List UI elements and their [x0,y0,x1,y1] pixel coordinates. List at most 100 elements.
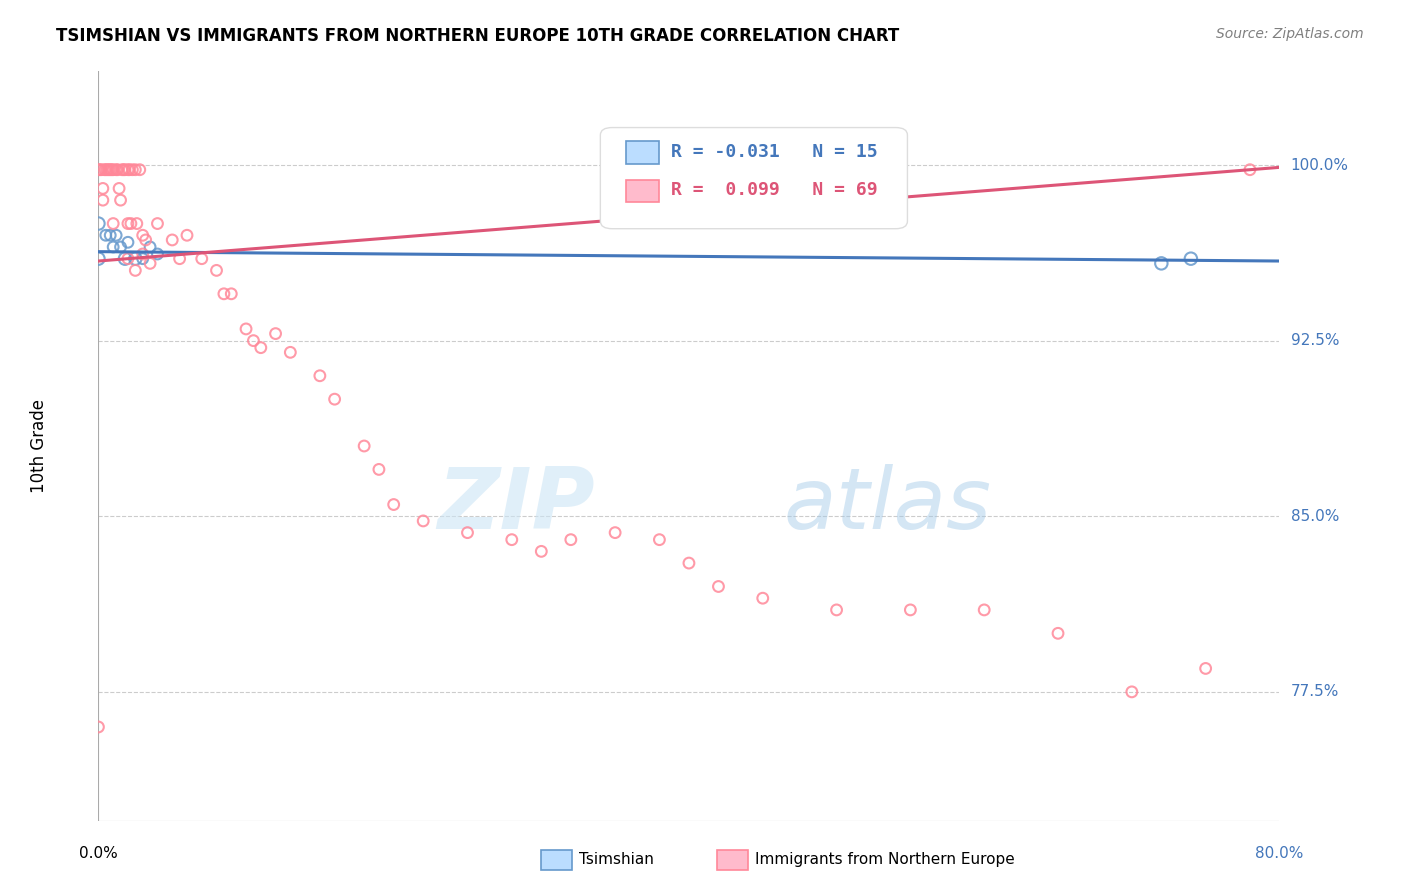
Point [87,162,110,177]
Point [98,162,121,177]
Point [94,228,117,243]
Point [107,162,129,177]
Text: R = -0.031   N = 15: R = -0.031 N = 15 [671,143,877,161]
Point [264,326,287,341]
Point [114,252,136,266]
Point [752,591,775,606]
Text: TSIMSHIAN VS IMMIGRANTS FROM NORTHERN EUROPE 10TH GRADE CORRELATION CHART: TSIMSHIAN VS IMMIGRANTS FROM NORTHERN EU… [56,27,900,45]
Text: R =  0.099   N = 69: R = 0.099 N = 69 [671,181,877,200]
Point [1121,685,1143,699]
Point [501,533,523,547]
Point [221,286,243,301]
Point [105,228,128,243]
Point [825,603,848,617]
Point [1195,661,1218,675]
Text: 10th Grade: 10th Grade [31,399,48,493]
FancyBboxPatch shape [600,128,907,228]
Point [103,240,125,254]
Point [110,193,132,207]
Point [1046,626,1070,640]
Text: 92.5%: 92.5% [1291,333,1339,348]
Point [900,603,922,617]
Point [112,162,135,177]
Point [353,439,375,453]
Point [87,252,110,266]
Point [91,181,114,195]
Point [110,240,132,254]
Text: 80.0%: 80.0% [1256,846,1303,861]
Text: Source: ZipAtlas.com: Source: ZipAtlas.com [1216,27,1364,41]
Point [205,263,228,277]
Point [132,247,155,261]
Point [162,233,183,247]
Point [235,322,257,336]
Point [412,514,434,528]
Point [93,162,115,177]
Text: Immigrants from Northern Europe: Immigrants from Northern Europe [755,853,1015,867]
FancyBboxPatch shape [626,180,659,202]
Point [100,162,122,177]
Point [87,720,110,734]
Point [132,252,155,266]
Point [678,556,700,570]
Point [146,247,169,261]
Point [124,263,146,277]
Point [124,252,146,266]
Point [176,228,198,243]
Point [605,525,627,540]
Point [973,603,995,617]
Point [191,252,214,266]
Text: 100.0%: 100.0% [1291,158,1348,172]
Point [90,162,112,177]
Text: atlas: atlas [783,465,991,548]
Text: 85.0%: 85.0% [1291,508,1339,524]
Point [169,252,191,266]
Point [707,580,730,594]
Point [103,217,125,231]
Point [648,533,671,547]
Point [250,341,273,355]
Point [89,162,111,177]
Point [108,181,131,195]
Point [114,162,136,177]
Point [98,228,121,243]
Point [368,462,391,476]
Text: ZIP: ZIP [437,465,595,548]
Point [87,217,110,231]
Point [132,228,155,243]
Point [530,544,553,558]
Point [139,256,162,270]
Point [280,345,302,359]
Point [128,162,150,177]
Point [117,235,139,250]
Text: Tsimshian: Tsimshian [579,853,654,867]
Point [97,162,120,177]
Point [103,162,125,177]
Text: 0.0%: 0.0% [79,846,118,861]
Point [91,193,114,207]
Text: 77.5%: 77.5% [1291,684,1339,699]
Point [1180,252,1202,266]
Point [117,217,139,231]
Point [94,162,117,177]
Point [111,162,134,177]
Point [323,392,346,407]
Point [105,162,128,177]
Point [560,533,582,547]
FancyBboxPatch shape [626,141,659,163]
Point [121,162,143,177]
Point [124,162,146,177]
Point [118,162,141,177]
Point [117,162,139,177]
Point [457,525,479,540]
Point [1150,256,1173,270]
Point [212,286,235,301]
Point [96,162,118,177]
Point [125,217,148,231]
Point [135,233,157,247]
Point [146,217,169,231]
Point [117,252,139,266]
Point [120,217,142,231]
Point [382,498,405,512]
Point [242,334,264,348]
